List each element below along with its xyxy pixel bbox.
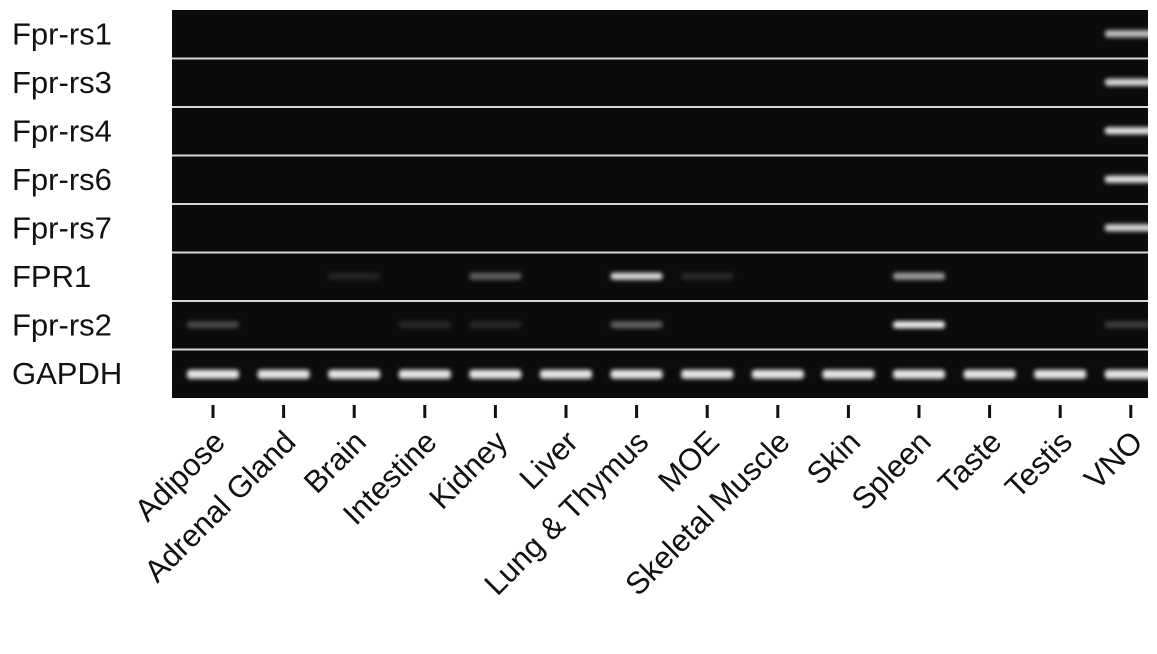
- lane-label: Spleen: [845, 424, 938, 517]
- band: [187, 370, 239, 379]
- band: [469, 321, 521, 328]
- band: [893, 321, 945, 328]
- band: [1105, 224, 1157, 231]
- row-label: Fpr-rs6: [12, 162, 112, 197]
- band: [469, 273, 521, 280]
- band: [893, 273, 945, 280]
- band: [187, 321, 239, 328]
- band: [893, 370, 945, 379]
- lane-label: Kidney: [422, 424, 514, 516]
- band: [964, 370, 1016, 379]
- row-label: Fpr-rs2: [12, 307, 112, 342]
- row-label: Fpr-rs1: [12, 16, 112, 51]
- row-label: Fpr-rs4: [12, 113, 112, 148]
- band: [611, 273, 663, 280]
- lane-label: Taste: [931, 424, 1008, 501]
- band: [328, 370, 380, 379]
- band: [258, 370, 310, 379]
- gel-figure: Fpr-rs1 Fpr-rs3 Fpr-rs4 Fpr-rs6 Fpr-rs7 FPR1 F…: [0, 0, 1157, 654]
- row-label: Fpr-rs3: [12, 65, 112, 100]
- band: [1105, 176, 1157, 183]
- band: [1034, 370, 1086, 379]
- band: [752, 370, 804, 379]
- row-label: FPR1: [12, 259, 91, 294]
- row-label: GAPDH: [12, 356, 122, 391]
- band: [611, 321, 663, 328]
- band: [469, 370, 521, 379]
- band: [399, 321, 451, 328]
- band: [399, 370, 451, 379]
- band: [1105, 127, 1157, 134]
- band: [1105, 321, 1157, 328]
- band: [1105, 30, 1157, 37]
- band: [328, 273, 380, 280]
- band: [1105, 79, 1157, 86]
- band: [1105, 370, 1157, 379]
- band: [681, 370, 733, 379]
- lane-label: VNO: [1077, 424, 1149, 496]
- lane-label: Testis: [998, 424, 1079, 505]
- band: [822, 370, 874, 379]
- band: [611, 370, 663, 379]
- row-label: Fpr-rs7: [12, 210, 112, 245]
- band: [681, 273, 733, 280]
- band: [540, 370, 592, 379]
